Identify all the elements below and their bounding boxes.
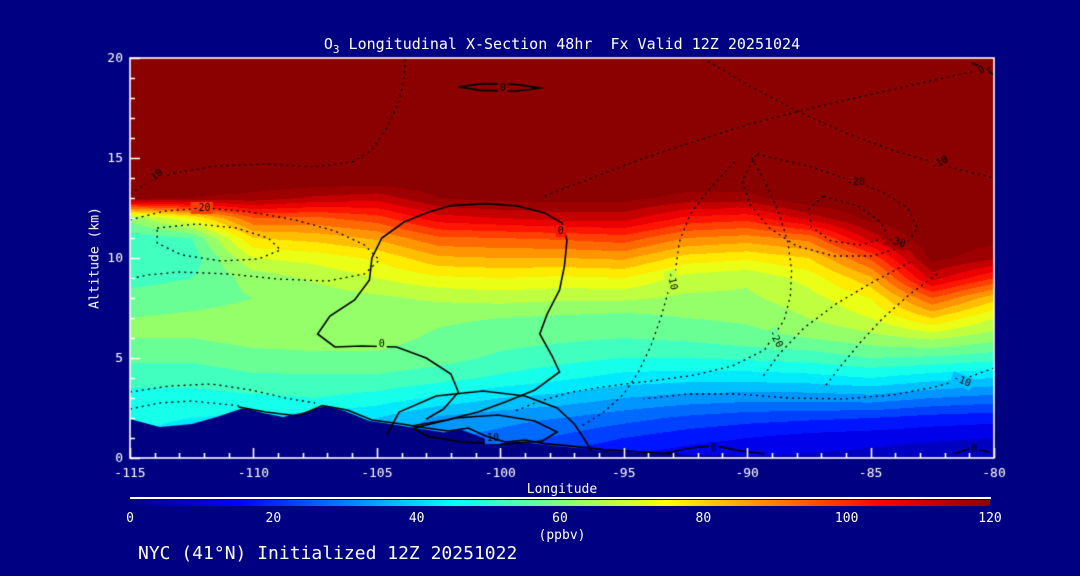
colorbar-tick-label: 120 (978, 511, 1002, 526)
plot-title: O3 Longitudinal X-Section 48hr Fx Valid … (130, 35, 994, 56)
y-axis-title: Altitude (km) (87, 207, 103, 309)
colorbar-tick-label: 80 (695, 511, 712, 526)
title-prefix: O (323, 35, 333, 53)
colorbar-tick-label: 40 (408, 511, 425, 526)
title-rest: Longitudinal X-Section 48hr Fx Valid 12Z… (339, 35, 801, 53)
title-subscript: 3 (332, 43, 340, 56)
x-axis-title: Longitude (526, 482, 598, 497)
colorbar-tick-label: 0 (126, 511, 134, 526)
colorbar-top-line (130, 497, 991, 499)
colorbar-tick-label: 20 (265, 511, 282, 526)
colorbar-tick-label: 100 (834, 511, 859, 526)
colorbar-units: (ppbv) (538, 528, 586, 543)
footer-caption: NYC (41°N) Initialized 12Z 20251022 (138, 543, 518, 564)
colorbar-gradient (130, 500, 990, 506)
colorbar-tick-label: 60 (552, 511, 568, 526)
